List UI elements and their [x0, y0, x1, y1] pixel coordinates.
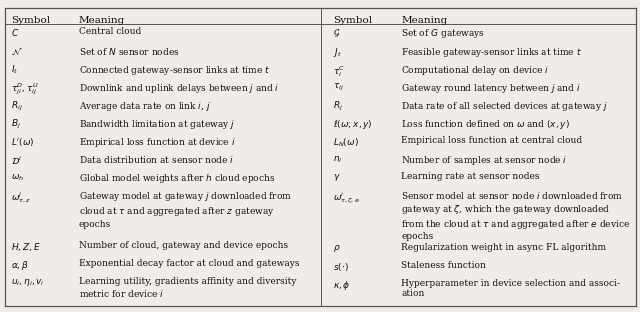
Text: Connected gateway-sensor links at time $t$: Connected gateway-sensor links at time $… — [79, 64, 270, 77]
Text: $\alpha, \beta$: $\alpha, \beta$ — [11, 259, 29, 272]
Text: Data rate of all selected devices at gateway $j$: Data rate of all selected devices at gat… — [401, 100, 608, 113]
Text: $L^i(\omega)$: $L^i(\omega)$ — [11, 136, 35, 149]
Text: Gateway round latency between $j$ and $i$: Gateway round latency between $j$ and $i… — [401, 82, 581, 95]
Text: Gateway model at gateway $j$ downloaded from
cloud at $\tau$ and aggregated afte: Gateway model at gateway $j$ downloaded … — [79, 190, 292, 228]
Text: Set of $N$ sensor nodes: Set of $N$ sensor nodes — [79, 46, 179, 56]
Text: $\kappa, \phi$: $\kappa, \phi$ — [333, 279, 350, 292]
Text: Computational delay on device $i$: Computational delay on device $i$ — [401, 64, 550, 77]
Text: Learning utility, gradients affinity and diversity
metric for device $i$: Learning utility, gradients affinity and… — [79, 277, 296, 299]
Text: Number of cloud, gateway and device epochs: Number of cloud, gateway and device epoc… — [79, 241, 288, 250]
Text: $B_j$: $B_j$ — [11, 118, 21, 131]
Text: Regularization weight in async FL algorithm: Regularization weight in async FL algori… — [401, 243, 607, 252]
Text: Downlink and uplink delays between $j$ and $i$: Downlink and uplink delays between $j$ a… — [79, 82, 279, 95]
Text: $\tau^C_i$: $\tau^C_i$ — [333, 64, 345, 79]
Text: Learning rate at sensor nodes: Learning rate at sensor nodes — [401, 172, 540, 181]
Text: $R_j$: $R_j$ — [333, 100, 343, 113]
Text: Sensor model at sensor node $i$ downloaded from
gateway at $\zeta$, which the ga: Sensor model at sensor node $i$ download… — [401, 190, 630, 241]
Text: Loss function defined on $\omega$ and $(x, y)$: Loss function defined on $\omega$ and $(… — [401, 118, 570, 131]
Text: $\omega^i_{\tau,\zeta,e}$: $\omega^i_{\tau,\zeta,e}$ — [333, 190, 360, 206]
Text: $n_i$: $n_i$ — [333, 154, 342, 165]
Text: Exponential decay factor at cloud and gateways: Exponential decay factor at cloud and ga… — [79, 259, 300, 268]
Text: Average data rate on link $i$, $j$: Average data rate on link $i$, $j$ — [79, 100, 211, 113]
Text: Symbol: Symbol — [11, 16, 50, 25]
Text: Bandwidth limitation at gateway $j$: Bandwidth limitation at gateway $j$ — [79, 118, 235, 131]
Text: Hyperparameter in device selection and associ-
ation: Hyperparameter in device selection and a… — [401, 279, 620, 298]
Text: $s(\cdot)$: $s(\cdot)$ — [333, 261, 349, 273]
Text: $\rho$: $\rho$ — [333, 243, 340, 254]
Text: $\tau_{ij}$: $\tau_{ij}$ — [333, 82, 344, 93]
Text: Empirical loss function at central cloud: Empirical loss function at central cloud — [401, 136, 582, 145]
Text: Number of samples at sensor node $i$: Number of samples at sensor node $i$ — [401, 154, 568, 167]
Text: $\omega^j_{\tau,z}$: $\omega^j_{\tau,z}$ — [11, 190, 31, 205]
Text: $\omega_h$: $\omega_h$ — [11, 172, 24, 183]
Text: $R_{ij}$: $R_{ij}$ — [11, 100, 22, 113]
Text: Staleness function: Staleness function — [401, 261, 486, 270]
Text: $\mathit{J_t}$: $\mathit{J_t}$ — [333, 46, 342, 59]
Text: $\tau^D_{ji}, \tau^U_{ij}$: $\tau^D_{ji}, \tau^U_{ij}$ — [11, 82, 39, 97]
Text: Meaning: Meaning — [79, 16, 125, 25]
Text: Set of $G$ gateways: Set of $G$ gateways — [401, 27, 485, 41]
Text: Global model weights after $h$ cloud epochs: Global model weights after $h$ cloud epo… — [79, 172, 275, 185]
Text: $\mathcal{D}^i$: $\mathcal{D}^i$ — [11, 154, 22, 167]
Text: $L_N(\omega)$: $L_N(\omega)$ — [333, 136, 358, 149]
Text: $\mathit{I_t}$: $\mathit{I_t}$ — [11, 64, 18, 76]
Text: Empirical loss function at device $i$: Empirical loss function at device $i$ — [79, 136, 236, 149]
Text: Feasible gateway-sensor links at time $t$: Feasible gateway-sensor links at time $t… — [401, 46, 582, 59]
Text: $\mathit{C}$: $\mathit{C}$ — [11, 27, 19, 38]
Text: $\ell(\omega; x, y)$: $\ell(\omega; x, y)$ — [333, 118, 372, 131]
Text: $\mathcal{G}$: $\mathcal{G}$ — [333, 27, 340, 39]
Text: $\mathcal{N}$: $\mathcal{N}$ — [11, 46, 22, 56]
Text: $\gamma$: $\gamma$ — [333, 172, 340, 183]
Text: Central cloud: Central cloud — [79, 27, 141, 37]
Text: Symbol: Symbol — [333, 16, 372, 25]
Text: $u_i, \eta_i, v_i$: $u_i, \eta_i, v_i$ — [11, 277, 45, 288]
Text: $H, Z, E$: $H, Z, E$ — [11, 241, 41, 253]
Text: Meaning: Meaning — [401, 16, 447, 25]
Text: Data distribution at sensor node $i$: Data distribution at sensor node $i$ — [79, 154, 234, 165]
